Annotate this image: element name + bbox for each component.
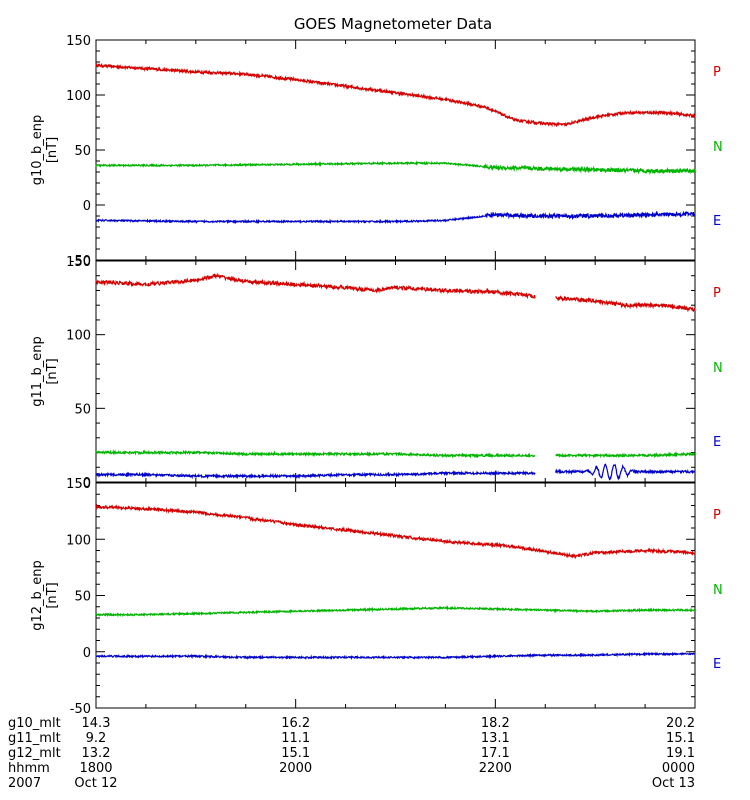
panel-1-ytick-label: -50 xyxy=(70,254,91,269)
xaxis-row-label: g12_mlt xyxy=(8,746,61,761)
xaxis-row-value: 16.2 xyxy=(281,716,310,731)
panel-1-ylabel: g10_b_enp xyxy=(30,115,45,186)
xaxis-row-value: 13.2 xyxy=(82,746,111,761)
xaxis-row-value: 2000 xyxy=(279,761,312,776)
panel-3-series-e-line xyxy=(95,651,696,661)
panel-1-series-n-line xyxy=(95,160,696,176)
panel-1-ytick-label: 50 xyxy=(74,144,91,159)
xaxis-row-label: g11_mlt xyxy=(8,731,61,746)
panel-1-ytick-label: 100 xyxy=(66,89,91,104)
panel-1-series-e-line xyxy=(95,210,696,225)
panel-3-series-p-line xyxy=(95,503,696,560)
panel-3-ylabel: g12_b_enp xyxy=(30,560,45,631)
xaxis-row-label: hhmm xyxy=(8,761,50,776)
panel-2-legend-n: N xyxy=(713,361,723,376)
xaxis-row-value: 19.1 xyxy=(666,746,695,761)
panel-1-legend-n: N xyxy=(713,140,723,155)
xaxis-row-value: 20.2 xyxy=(666,716,695,731)
panel-2-yunit: [nT] xyxy=(45,358,60,384)
panel-3-ytick-label: 50 xyxy=(74,590,91,605)
panel-1-yunit: [nT] xyxy=(45,137,60,163)
panel-2-series-p-line xyxy=(555,295,696,313)
panel-3-ytick-label: 150 xyxy=(66,477,91,492)
panel-3-ytick-label: -50 xyxy=(70,702,91,717)
panel-3-series-n-line xyxy=(95,604,696,618)
xaxis-row-value: 9.2 xyxy=(86,731,107,746)
xaxis-row-value: 15.1 xyxy=(666,731,695,746)
panel-3-legend-e: E xyxy=(713,657,721,672)
xaxis-row-label: 2007 xyxy=(8,776,41,791)
panel-3-yunit: [nT] xyxy=(45,582,60,608)
panel-2-legend-e: E xyxy=(713,435,721,450)
xaxis-row-value: 13.1 xyxy=(481,731,510,746)
xaxis-row-value: 2200 xyxy=(479,761,512,776)
panel-3-legend-p: P xyxy=(713,508,721,523)
chart-title: GOES Magnetometer Data xyxy=(294,15,492,33)
xaxis-row-value: 18.2 xyxy=(481,716,510,731)
panel-2-ytick-label: 0 xyxy=(83,476,91,491)
panel-2-series-e-line xyxy=(555,463,696,481)
xaxis-row-value: 11.1 xyxy=(281,731,310,746)
panel-1-ytick-label: 0 xyxy=(83,199,91,214)
panel-2-ylabel: g11_b_enp xyxy=(30,336,45,407)
panel-1-legend-e: E xyxy=(713,214,721,229)
panel-2-series-n-line xyxy=(555,451,696,459)
xaxis-row-value: 0000 xyxy=(662,761,695,776)
panel-2-ytick-label: 150 xyxy=(66,255,91,270)
panel-2-legend-p: P xyxy=(713,286,721,301)
panel-3-legend-n: N xyxy=(713,583,723,598)
panel-3-ytick-label: 0 xyxy=(83,646,91,661)
xaxis-row-value: Oct 12 xyxy=(74,776,117,791)
panel-2-series-e-line xyxy=(95,469,536,480)
xaxis-row-value: 1800 xyxy=(79,761,112,776)
panel-2-series-p-line xyxy=(95,272,536,300)
xaxis-row-value: 14.3 xyxy=(82,716,111,731)
panel-1-ytick-label: 150 xyxy=(66,34,91,49)
panel-2-ytick-label: 50 xyxy=(74,402,91,417)
panel-2-ytick-label: 100 xyxy=(66,329,91,344)
xaxis-row-value: Oct 13 xyxy=(652,776,695,791)
panel-3-frame xyxy=(95,482,696,709)
panel-1-series-p-line xyxy=(95,62,696,128)
panel-3-ytick-label: 100 xyxy=(66,533,91,548)
panel-2-frame xyxy=(95,260,696,483)
panel-1-legend-p: P xyxy=(713,65,721,80)
xaxis-row-value: 15.1 xyxy=(281,746,310,761)
xaxis-row-label: g10_mlt xyxy=(8,716,61,731)
xaxis-row-value: 17.1 xyxy=(481,746,510,761)
panel-2-series-n-line xyxy=(95,449,536,459)
